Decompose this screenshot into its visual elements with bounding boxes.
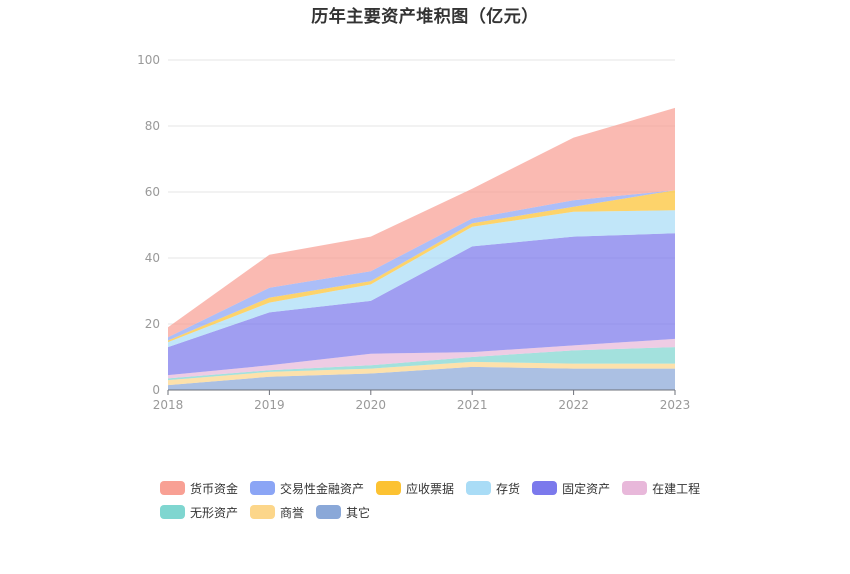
x-tick-label: 2021 [457, 398, 488, 412]
legend-swatch [376, 481, 402, 495]
area-series-5 [168, 210, 675, 348]
chart-title: 历年主要资产堆积图（亿元） [311, 7, 539, 27]
x-tick-label: 2020 [356, 398, 387, 412]
legend-row: 货币资金 交易性金融资产 应收票据 存货 固定资产 在建工程 [160, 476, 720, 500]
x-tick-label: 2019 [254, 398, 285, 412]
legend-label: 无形资产 [190, 505, 239, 520]
legend-swatch [622, 481, 648, 495]
legend-label: 在建工程 [652, 481, 701, 496]
legend-swatch [250, 505, 276, 519]
area-layer [168, 107, 675, 390]
legend-label: 应收票据 [406, 481, 455, 496]
legend-swatch [250, 481, 276, 495]
legend-item[interactable]: 固定资产 [532, 480, 610, 497]
legend-label: 存货 [496, 481, 521, 496]
area-series-8 [168, 107, 675, 338]
legend-swatch [466, 481, 492, 495]
legend-label: 固定资产 [562, 481, 611, 496]
y-tick-label: 100 [137, 53, 160, 67]
x-tick-label: 2023 [660, 398, 691, 412]
legend-item[interactable]: 应收票据 [376, 480, 454, 497]
x-tick-label: 2022 [558, 398, 589, 412]
legend-swatch [160, 505, 185, 519]
x-tick-label: 2018 [153, 398, 184, 412]
y-tick-label: 80 [145, 119, 160, 133]
y-tick-label: 0 [152, 383, 160, 397]
legend-label: 商誉 [280, 505, 305, 520]
legend-swatch [532, 481, 558, 495]
legend-swatch [316, 505, 342, 519]
area-series-2 [168, 347, 675, 381]
area-series-6 [168, 190, 675, 343]
legend-item[interactable]: 交易性金融资产 [250, 480, 364, 497]
legend-item[interactable]: 商誉 [250, 504, 304, 521]
y-tick-label: 40 [145, 251, 160, 265]
area-series-4 [168, 233, 675, 376]
legend-item[interactable]: 在建工程 [622, 480, 700, 497]
area-series-0 [168, 366, 675, 390]
legend-item[interactable]: 其它 [316, 504, 370, 521]
legend-item[interactable]: 存货 [466, 480, 520, 497]
legend-label: 其它 [346, 505, 371, 520]
y-tick-label: 20 [145, 317, 160, 331]
legend-label: 交易性金融资产 [280, 481, 365, 496]
legend-item[interactable]: 无形资产 [160, 504, 238, 521]
legend: 货币资金 交易性金融资产 应收票据 存货 固定资产 在建工程无形资产 商誉 其它 [160, 476, 720, 524]
legend-row: 无形资产 商誉 其它 [160, 500, 720, 524]
legend-swatch [160, 481, 185, 495]
area-series-1 [168, 361, 675, 386]
legend-label: 货币资金 [190, 481, 239, 496]
legend-item[interactable]: 货币资金 [160, 480, 238, 497]
axes: 0 20 40 60 80 100 2018 2019 2020 2021 2022 2023 [137, 53, 690, 412]
area-series-3 [168, 338, 675, 379]
y-tick-label: 60 [145, 185, 160, 199]
